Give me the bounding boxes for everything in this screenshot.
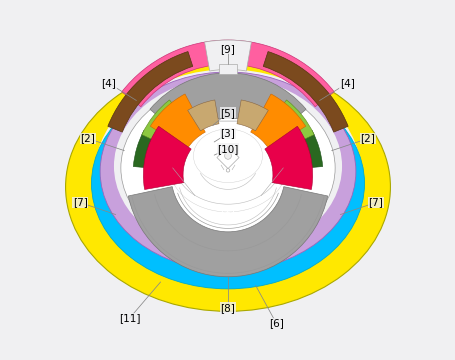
Text: [9]: [9]: [220, 44, 235, 54]
Ellipse shape: [95, 69, 360, 277]
Wedge shape: [121, 40, 334, 107]
FancyBboxPatch shape: [218, 63, 237, 73]
Text: [11]: [11]: [118, 313, 140, 323]
Ellipse shape: [197, 133, 258, 182]
Wedge shape: [142, 100, 186, 146]
Wedge shape: [143, 126, 191, 189]
Text: [6]: [6]: [268, 319, 283, 328]
Ellipse shape: [91, 78, 364, 289]
Wedge shape: [187, 100, 218, 131]
Circle shape: [224, 152, 231, 159]
Circle shape: [226, 168, 229, 172]
Ellipse shape: [193, 129, 262, 183]
Text: [7]: [7]: [368, 198, 383, 207]
Wedge shape: [250, 94, 305, 149]
Text: [2]: [2]: [81, 134, 95, 144]
Text: [2]: [2]: [360, 134, 374, 144]
Wedge shape: [128, 187, 327, 277]
Wedge shape: [263, 51, 348, 132]
Text: [5]: [5]: [220, 108, 235, 118]
Ellipse shape: [121, 83, 334, 253]
Text: [10]: [10]: [217, 144, 238, 154]
Wedge shape: [269, 100, 313, 146]
Text: [7]: [7]: [72, 198, 87, 207]
Wedge shape: [133, 130, 168, 169]
Text: [4]: [4]: [339, 78, 354, 88]
Ellipse shape: [174, 121, 281, 204]
Wedge shape: [237, 100, 268, 131]
Wedge shape: [204, 40, 251, 71]
Wedge shape: [107, 51, 192, 132]
Ellipse shape: [114, 77, 341, 255]
Text: [3]: [3]: [220, 129, 235, 138]
Ellipse shape: [101, 76, 354, 271]
Text: [4]: [4]: [101, 78, 116, 88]
Text: [1]: [1]: [220, 204, 235, 214]
Ellipse shape: [100, 72, 355, 271]
Wedge shape: [150, 94, 205, 149]
Ellipse shape: [66, 63, 389, 311]
Text: [8]: [8]: [220, 303, 235, 313]
Wedge shape: [264, 126, 312, 189]
Ellipse shape: [169, 120, 286, 212]
Wedge shape: [150, 73, 305, 138]
Wedge shape: [287, 130, 322, 169]
